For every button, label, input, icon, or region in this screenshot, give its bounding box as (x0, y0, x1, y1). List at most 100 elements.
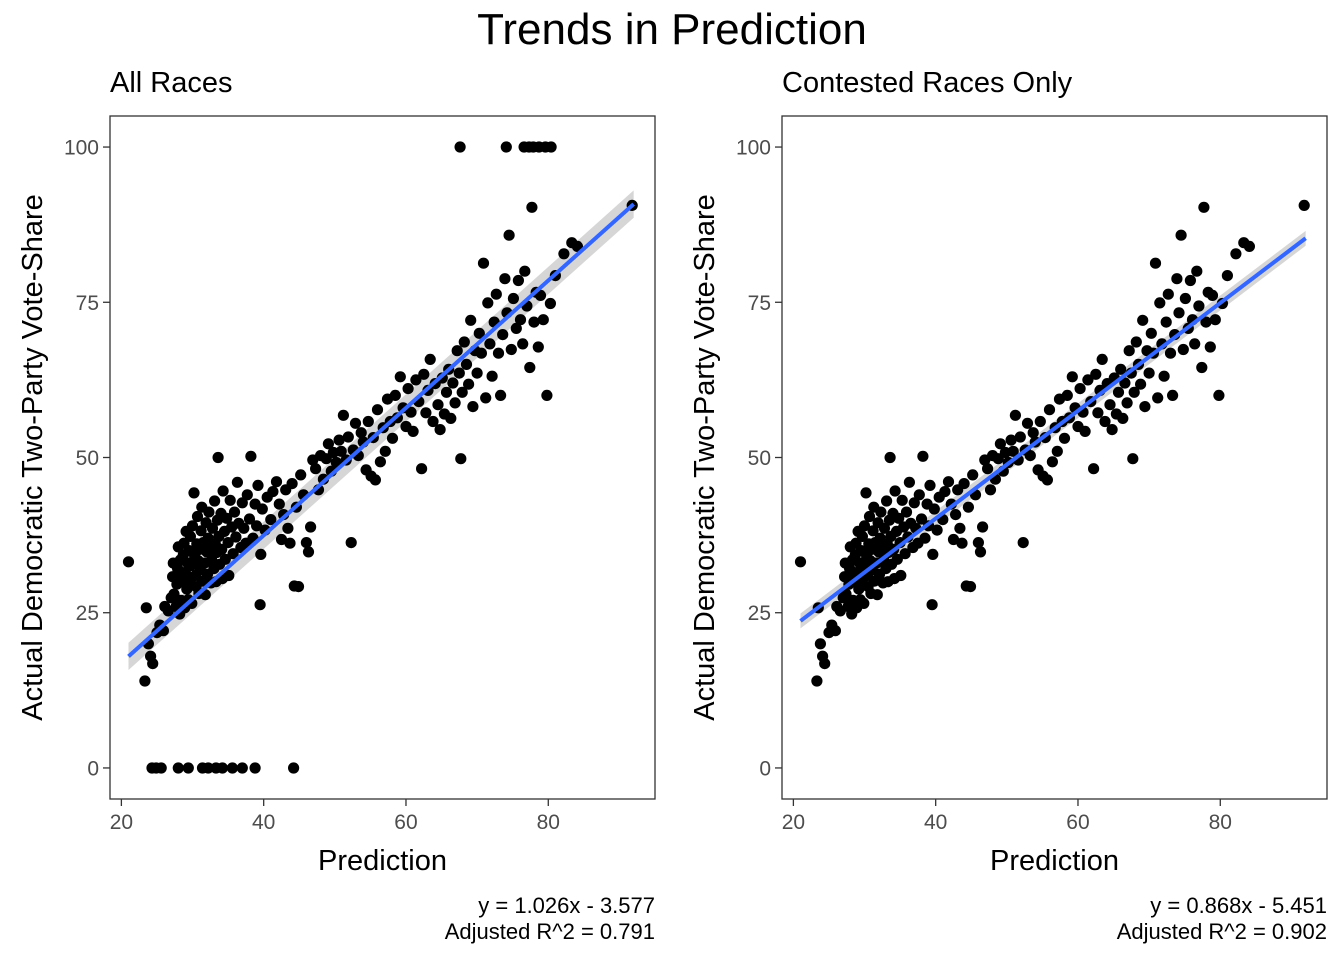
data-point (814, 638, 827, 650)
data-point (1162, 288, 1174, 300)
data-point (972, 537, 985, 549)
data-point (1243, 240, 1255, 252)
data-point (558, 248, 570, 260)
data-point (1193, 300, 1205, 312)
tick-layer: 20 40 60 80 0 25 50 75 100 (736, 137, 1232, 834)
data-point (226, 762, 238, 774)
data-point (919, 532, 931, 544)
caption-r-squared: Adjusted R^2 = 0.791 (445, 919, 655, 944)
data-point (528, 316, 540, 328)
data-point (1090, 368, 1102, 380)
data-point (931, 524, 943, 536)
data-point (455, 453, 467, 465)
data-point (273, 498, 285, 510)
data-point (333, 434, 345, 446)
data-point (1198, 201, 1210, 213)
data-point (881, 495, 893, 507)
data-point (295, 469, 307, 481)
panel-title: All Races (110, 67, 233, 99)
x-tick-label: 40 (252, 811, 275, 834)
data-point (275, 533, 288, 546)
y-tick-label: 75 (76, 292, 99, 315)
x-tick-label: 60 (394, 811, 417, 834)
data-point (950, 508, 962, 521)
data-point (517, 338, 529, 350)
data-point (122, 556, 135, 568)
y-tick-label: 0 (87, 757, 99, 780)
data-point (994, 438, 1007, 450)
data-point (928, 503, 940, 515)
data-point (241, 489, 253, 501)
data-point (216, 762, 228, 774)
data-point (1115, 363, 1127, 375)
data-point (471, 367, 483, 379)
data-point (956, 537, 968, 549)
data-point (369, 474, 381, 486)
caption-equation: y = 1.026x - 3.577 (478, 893, 655, 918)
data-point (863, 510, 876, 523)
y-tick-label: 100 (64, 137, 99, 160)
data-point (1164, 347, 1177, 359)
data-point (1121, 397, 1133, 409)
data-point (486, 370, 498, 382)
data-point (1041, 474, 1053, 486)
data-point (545, 141, 557, 153)
data-point (895, 569, 907, 582)
data-point (251, 520, 263, 532)
y-tick-label: 25 (76, 602, 99, 625)
data-point (926, 599, 938, 611)
data-point (1206, 289, 1219, 301)
data-point (202, 762, 214, 774)
data-point (188, 487, 200, 499)
data-point (227, 548, 239, 560)
data-point (212, 451, 224, 464)
data-point (402, 383, 414, 395)
data-point (355, 427, 367, 439)
data-point (1127, 453, 1139, 465)
panel-title: Contested Races Only (782, 67, 1073, 99)
data-point (224, 494, 236, 506)
data-point (209, 495, 221, 507)
data-point (458, 336, 470, 348)
data-point (1017, 537, 1029, 549)
data-point (155, 762, 167, 774)
data-point (1117, 412, 1129, 424)
data-point (236, 762, 248, 774)
data-point (256, 503, 268, 515)
data-point (1204, 341, 1216, 353)
data-point (1027, 427, 1039, 439)
points-layer (794, 199, 1310, 687)
data-point (1104, 399, 1116, 411)
data-point (500, 141, 512, 153)
data-point (416, 463, 428, 475)
data-point (1123, 345, 1135, 357)
data-point (927, 548, 939, 561)
data-point (1230, 248, 1242, 260)
data-point (1007, 445, 1019, 457)
x-axis-label: Prediction (990, 845, 1119, 877)
data-point (896, 494, 908, 506)
data-point (829, 625, 842, 637)
data-point (221, 512, 233, 524)
data-point (394, 371, 406, 383)
data-point (1096, 353, 1108, 365)
data-point (223, 569, 235, 582)
data-point (427, 415, 439, 428)
panel-contested-races: Contested Races Only 20 40 60 800255075100 … (689, 67, 1328, 944)
y-tick-label: 50 (748, 447, 771, 470)
data-point (1021, 417, 1034, 429)
data-point (432, 399, 444, 411)
data-point (1128, 386, 1140, 398)
data-point (463, 378, 475, 390)
x-tick-label: 20 (110, 811, 133, 834)
data-point (1099, 415, 1111, 428)
y-tick-label: 100 (736, 137, 771, 160)
data-point (1145, 327, 1157, 339)
data-point (405, 406, 417, 418)
fit-line (799, 236, 1307, 623)
data-point (292, 581, 305, 593)
fit-line-layer (127, 202, 635, 658)
data-point (300, 537, 312, 549)
data-point (203, 506, 215, 518)
